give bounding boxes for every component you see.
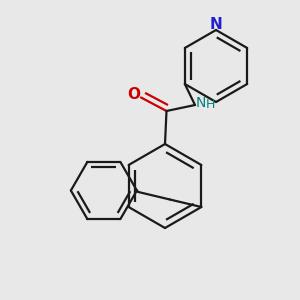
- Text: H: H: [206, 98, 215, 111]
- Text: N: N: [210, 17, 222, 32]
- Text: N: N: [196, 96, 206, 110]
- Text: O: O: [127, 87, 140, 102]
